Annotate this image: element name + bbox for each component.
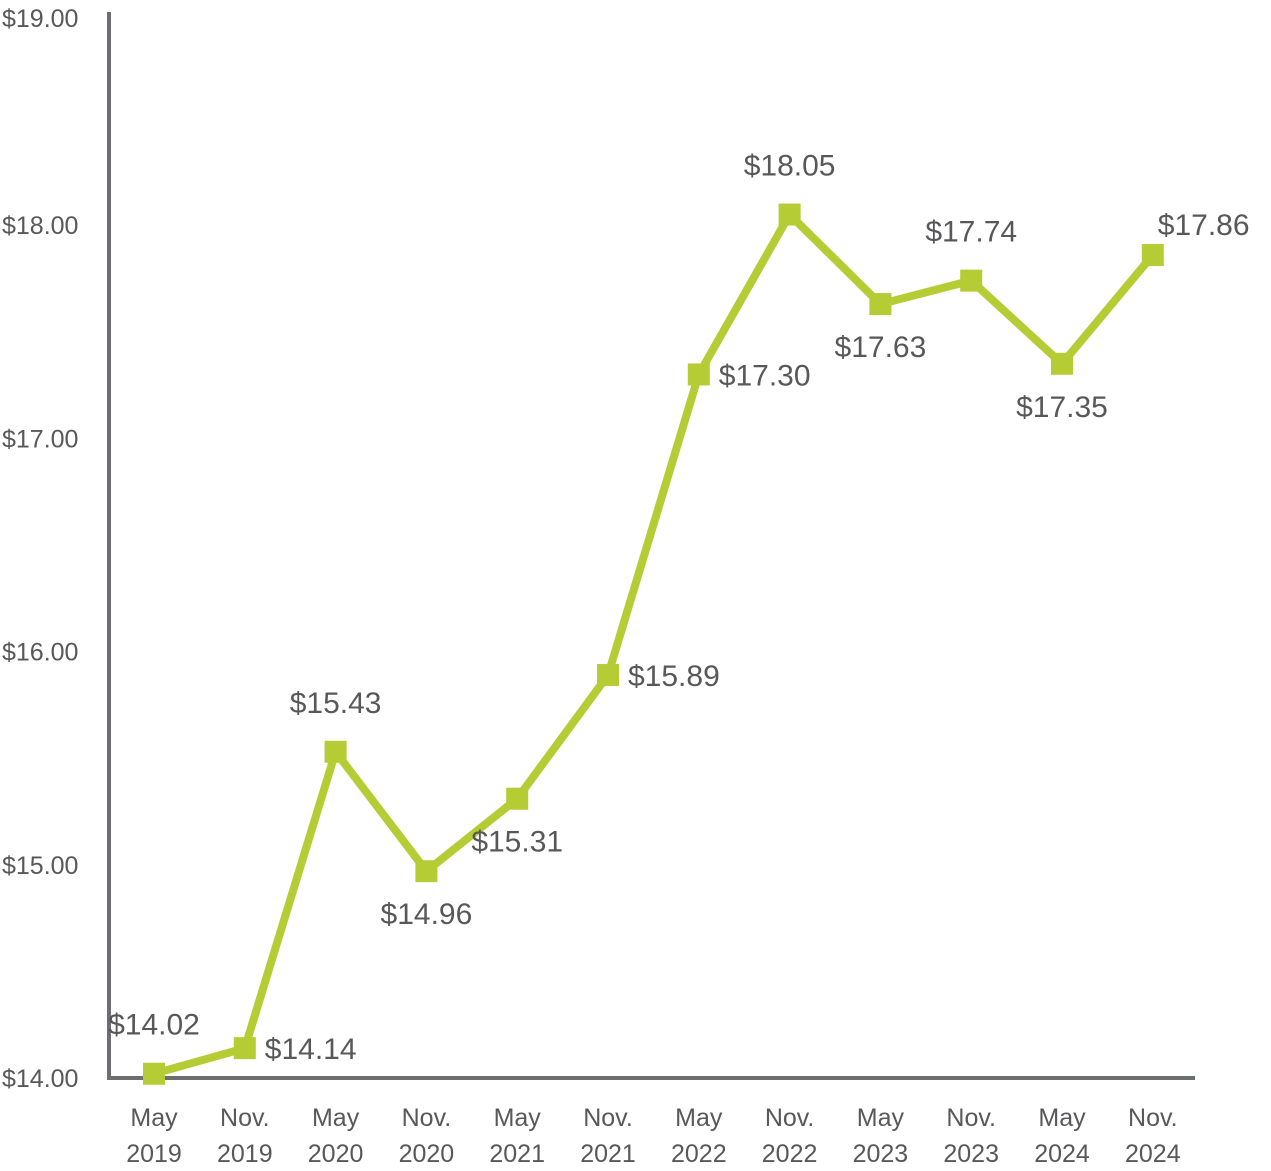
- y-tick-label: $15.00: [2, 852, 78, 880]
- y-tick-label: $16.00: [2, 639, 78, 667]
- x-tick-label: May 2022: [671, 1104, 727, 1168]
- x-tick-label: May 2020: [308, 1104, 364, 1168]
- x-tick-label: Nov. 2023: [943, 1104, 999, 1168]
- data-point-marker: [960, 269, 983, 292]
- data-point-marker: [597, 664, 619, 687]
- x-axis-ticks: May 2019 Nov. 2019 May 2020 Nov. 2020 May 2021 Nov…: [126, 1104, 1181, 1168]
- data-point-marker: [1051, 352, 1073, 375]
- data-point-marker: [324, 740, 347, 763]
- data-label: $17.30: [719, 359, 811, 392]
- data-label: $17.63: [835, 331, 927, 364]
- y-tick-label: $19.00: [2, 5, 78, 33]
- x-tick-label: May 2019: [126, 1104, 182, 1168]
- x-tick-label: May 2021: [489, 1104, 545, 1168]
- data-point-marker: [869, 293, 892, 316]
- y-axis-ticks: $14.00 $15.00 $16.00 $17.00 $18.00 $19.00: [2, 5, 78, 1093]
- data-label: $15.89: [628, 660, 720, 693]
- x-tick-label: May 2023: [853, 1104, 909, 1168]
- x-tick-label: Nov. 2022: [762, 1104, 818, 1168]
- data-label: $17.35: [1016, 391, 1108, 424]
- axes: [107, 12, 1195, 1080]
- data-label: $14.96: [381, 898, 473, 931]
- x-tick-label: Nov. 2024: [1125, 1104, 1181, 1168]
- data-point-marker: [1141, 244, 1164, 267]
- x-tick-label: Nov. 2020: [399, 1104, 455, 1168]
- data-label: $18.05: [744, 150, 836, 183]
- y-tick-label: $14.00: [2, 1065, 78, 1093]
- data-point-marker: [687, 363, 710, 386]
- y-tick-label: $17.00: [2, 425, 78, 453]
- x-tick-label: May 2024: [1034, 1104, 1090, 1168]
- data-label: $17.74: [925, 216, 1017, 249]
- data-point-marker: [233, 1037, 256, 1060]
- data-point-marker: [506, 787, 529, 810]
- y-tick-label: $18.00: [2, 212, 78, 240]
- data-labels: $14.02 $14.14 $15.43 $14.96 $15.31 $15.89 $17.…: [108, 150, 1249, 1067]
- x-tick-label: Nov. 2021: [580, 1104, 636, 1168]
- data-label: $14.14: [265, 1033, 357, 1066]
- data-label: $17.86: [1158, 209, 1250, 242]
- data-label: $15.31: [471, 826, 563, 859]
- data-label: $15.43: [290, 687, 382, 720]
- data-point-marker: [778, 203, 801, 226]
- data-label: $14.02: [108, 1009, 200, 1042]
- data-markers: [143, 203, 1164, 1085]
- series-line: [152, 207, 1156, 1078]
- data-point-marker: [415, 860, 438, 883]
- data-point-marker: [143, 1062, 165, 1085]
- x-tick-label: Nov. 2019: [217, 1104, 273, 1168]
